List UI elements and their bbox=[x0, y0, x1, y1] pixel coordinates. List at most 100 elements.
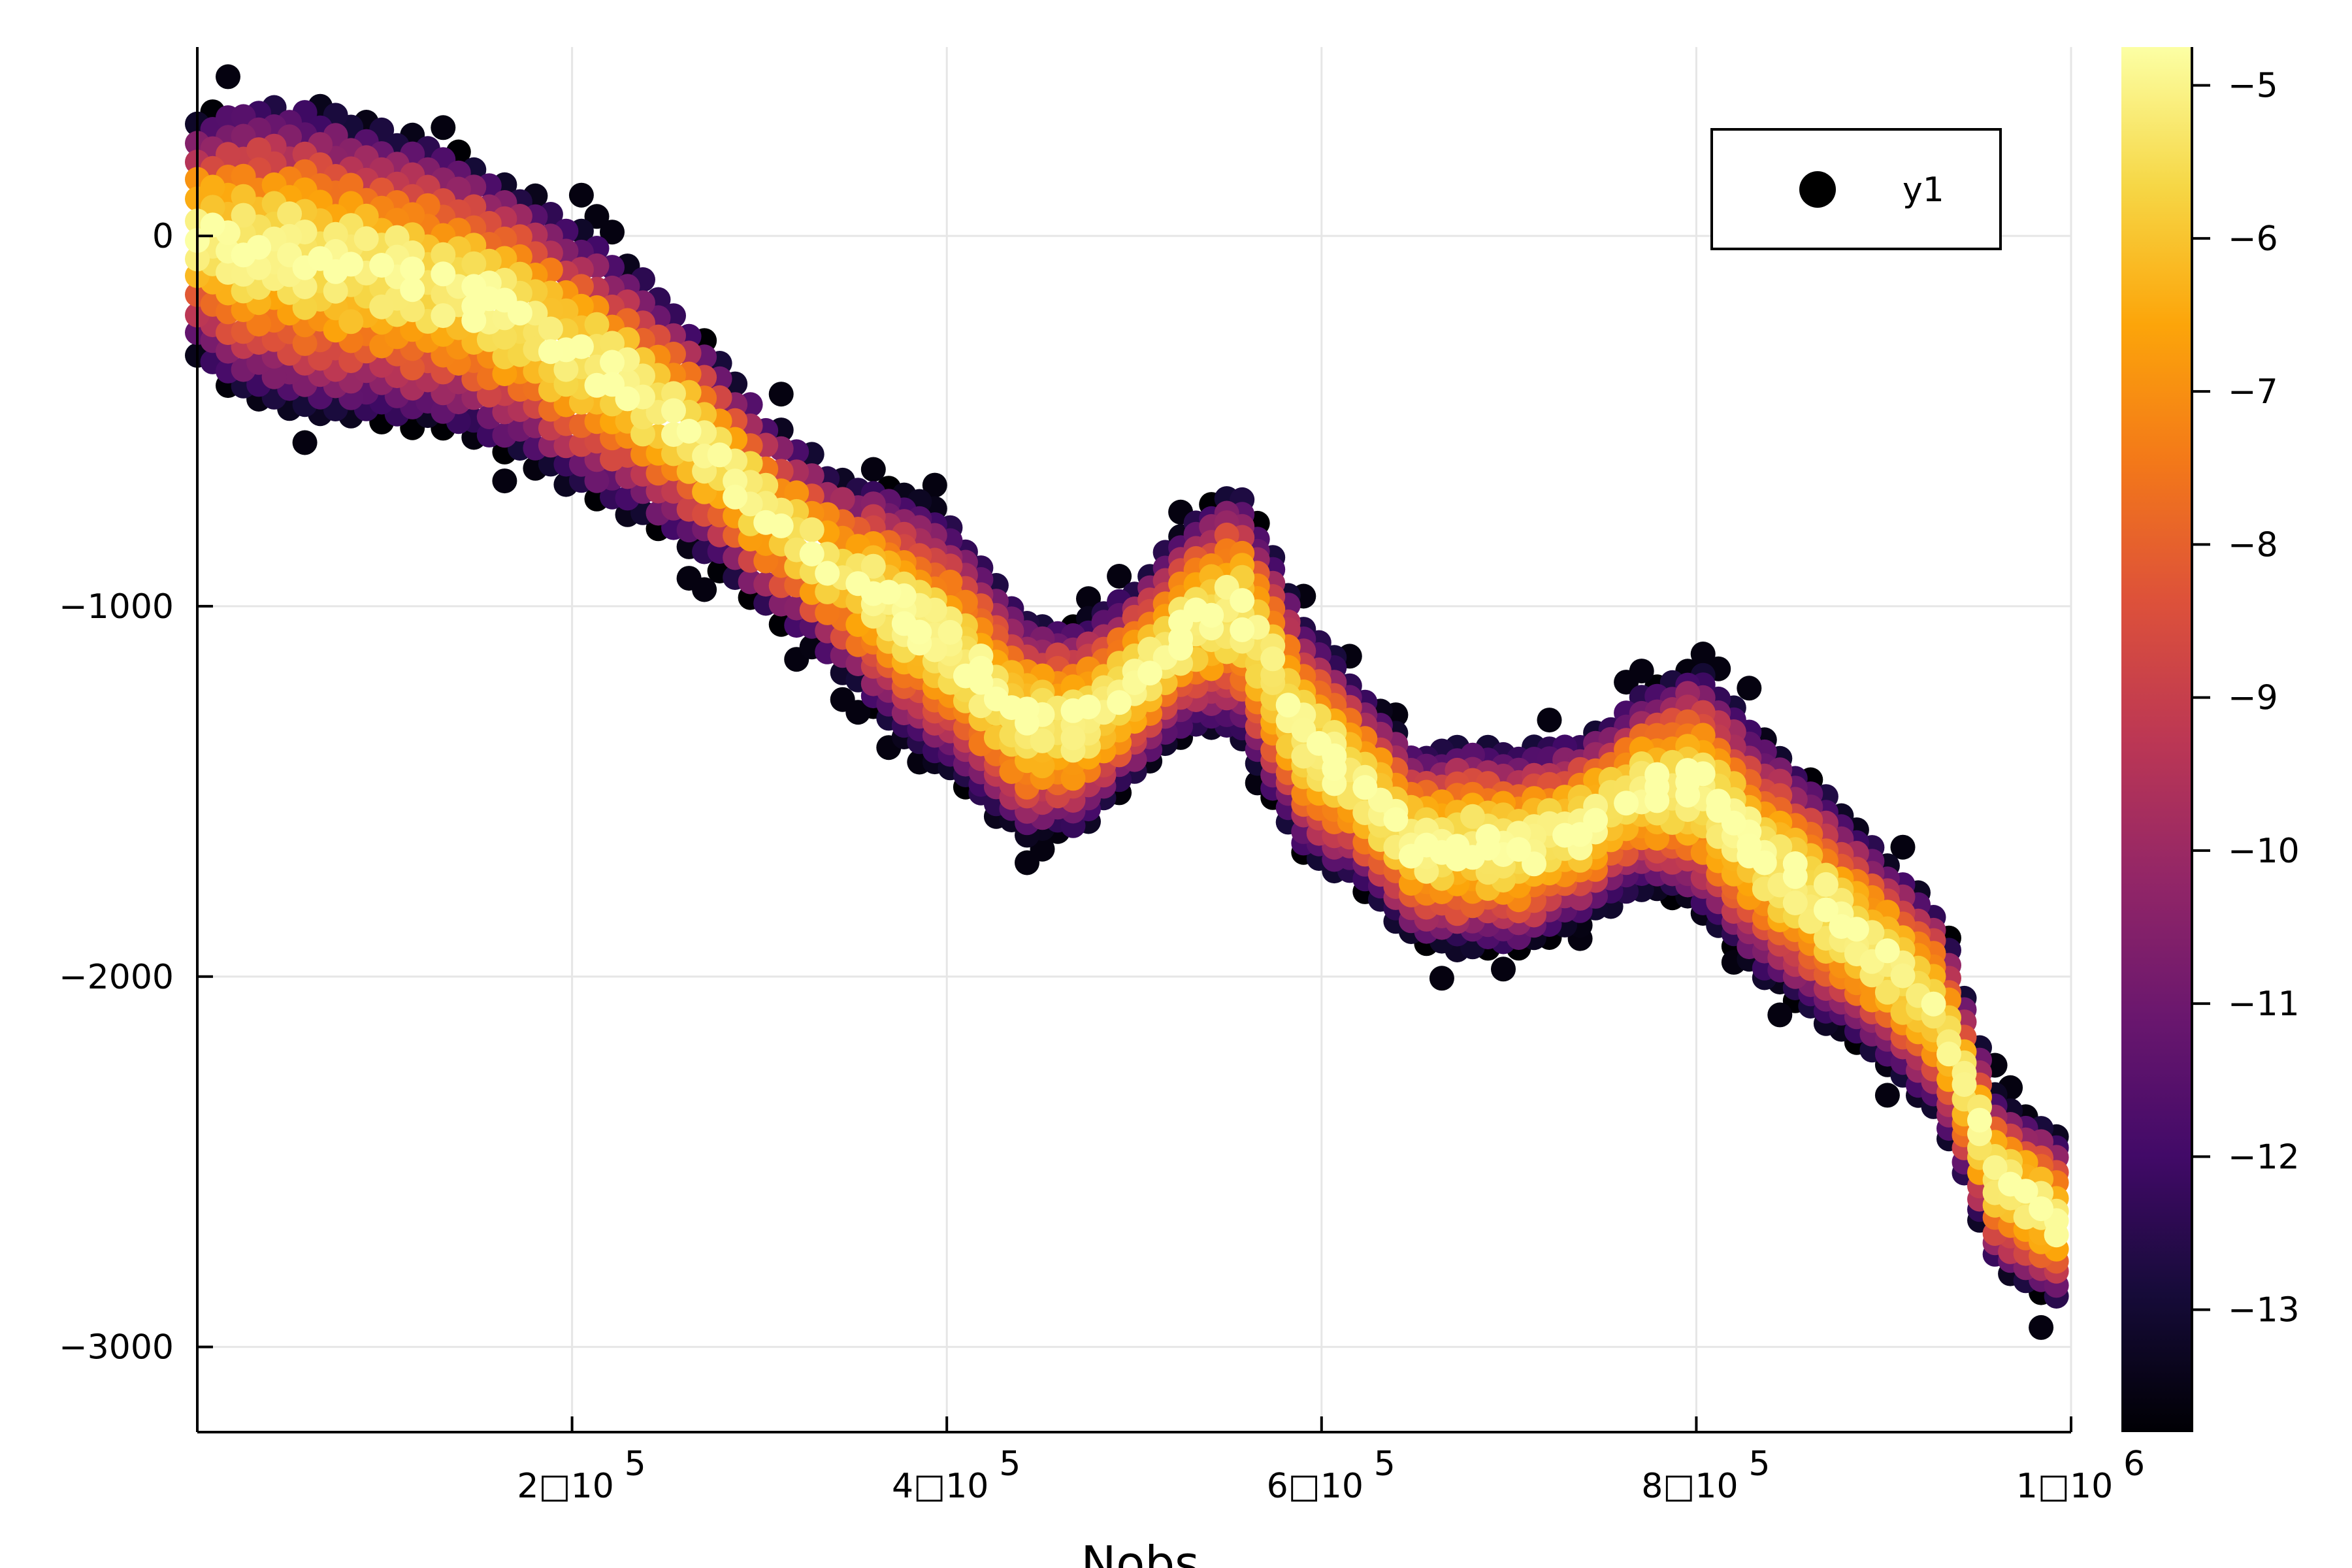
scatter-point bbox=[1322, 743, 1347, 768]
scatter-point bbox=[1475, 824, 1501, 849]
scatter-point bbox=[1782, 851, 1808, 876]
x-tick-exponent: 5 bbox=[1374, 1445, 1396, 1484]
scatter-point bbox=[1107, 690, 1132, 715]
scatter-point bbox=[584, 204, 610, 229]
legend: y1 bbox=[1710, 128, 2002, 250]
colorbar-tick-label: −5 bbox=[2228, 67, 2278, 106]
scatter-point bbox=[1137, 661, 1163, 686]
scatter-point bbox=[1874, 938, 1900, 964]
x-tick-label: 4□10 bbox=[892, 1467, 988, 1506]
scatter-point bbox=[553, 357, 579, 382]
scatter-point bbox=[431, 261, 456, 287]
scatter-point bbox=[246, 235, 272, 260]
scatter-point bbox=[600, 331, 625, 356]
scatter-point bbox=[1737, 833, 1762, 858]
scatter-point bbox=[1967, 1107, 1992, 1133]
x-tick-exponent: 6 bbox=[2123, 1445, 2145, 1484]
x-tick-label: 6□10 bbox=[1267, 1467, 1364, 1506]
scatter-point bbox=[799, 517, 825, 542]
x-tick-label: 8□10 bbox=[1641, 1467, 1738, 1506]
legend-marker bbox=[1799, 171, 1836, 208]
x-tick-exponent: 5 bbox=[999, 1445, 1021, 1484]
scatter-point bbox=[492, 468, 517, 494]
y-tick-label: −3000 bbox=[59, 1328, 174, 1367]
scatter-point bbox=[723, 484, 748, 510]
scatter-point bbox=[1890, 834, 1916, 860]
scatter-point bbox=[584, 312, 610, 337]
scatter-point bbox=[630, 421, 655, 447]
scatter-point bbox=[1982, 1155, 2008, 1181]
scatter-point bbox=[1076, 694, 1101, 720]
scatter-point bbox=[400, 256, 425, 282]
x-tick-exponent: 5 bbox=[625, 1445, 646, 1484]
colorbar-gradient bbox=[2121, 47, 2192, 1432]
scatter-point bbox=[200, 212, 225, 238]
scatter-point bbox=[661, 398, 686, 423]
scatter-point bbox=[1275, 693, 1301, 718]
colorbar-tick-label: −7 bbox=[2228, 372, 2278, 412]
scatter-point bbox=[476, 382, 502, 408]
scatter-point bbox=[369, 253, 395, 278]
scatter-point bbox=[1644, 762, 1670, 787]
scatter-point bbox=[584, 468, 610, 493]
scatter-point bbox=[692, 577, 717, 602]
scatter-point bbox=[538, 316, 563, 342]
scatter-point bbox=[860, 553, 886, 579]
scatter-point bbox=[1690, 761, 1716, 787]
scatter-point bbox=[1537, 708, 1562, 733]
scatter-point bbox=[907, 619, 932, 645]
scatter-point bbox=[615, 386, 640, 412]
scatter-point bbox=[768, 513, 794, 538]
scatter-point bbox=[860, 457, 886, 482]
scatter-point bbox=[1921, 991, 1946, 1017]
x-tick-label: 1□10 bbox=[2016, 1467, 2113, 1506]
scatter-point bbox=[1199, 602, 1224, 628]
scatter-point bbox=[676, 419, 702, 444]
scatter-point bbox=[1614, 791, 1639, 816]
scatter-point bbox=[431, 303, 456, 329]
x-axis-ticks: 2□10 5 4□10 5 6□10 5 8□10 5 1□10 6 bbox=[517, 1416, 2145, 1506]
x-axis-title: Nobs bbox=[1081, 1536, 1199, 1568]
scatter-point bbox=[277, 201, 302, 227]
scatter-point bbox=[600, 350, 625, 375]
scatter-point bbox=[784, 480, 809, 506]
scatter-point bbox=[246, 137, 272, 163]
scatter-point bbox=[338, 252, 364, 277]
y-tick-label: −2000 bbox=[59, 958, 174, 997]
scatter-point bbox=[1107, 564, 1132, 589]
x-tick-label: 2□10 bbox=[517, 1467, 613, 1506]
y-tick-label: −1000 bbox=[59, 587, 174, 627]
scatter-point bbox=[1460, 804, 1485, 829]
y-axis-ticks: 0 −1000 −2000 −3000 bbox=[59, 217, 213, 1367]
scatter-point bbox=[1936, 1041, 1961, 1067]
scatter-point bbox=[384, 225, 410, 250]
scatter-point bbox=[200, 174, 225, 200]
scatter-point bbox=[600, 446, 625, 472]
scatter-point bbox=[568, 182, 594, 208]
scatter-point bbox=[1352, 775, 1378, 800]
scatter-point bbox=[338, 309, 364, 335]
scatter-point bbox=[1583, 808, 1609, 833]
scatter-point bbox=[815, 561, 840, 586]
colorbar-tick-label: −9 bbox=[2228, 679, 2278, 718]
scatter-point bbox=[292, 331, 318, 356]
scatter-point bbox=[568, 334, 594, 359]
scatter-point bbox=[922, 472, 947, 498]
scatter-point bbox=[1230, 588, 1255, 613]
scatter-point bbox=[1767, 1002, 1793, 1028]
scatter-point bbox=[369, 294, 395, 319]
scatter-point bbox=[1491, 956, 1516, 982]
scatter-point bbox=[1429, 966, 1454, 991]
scatter-point bbox=[830, 487, 855, 512]
scatter-point bbox=[799, 542, 825, 566]
colorbar-tick-label: −13 bbox=[2228, 1291, 2300, 1330]
scatter-point bbox=[1230, 617, 1255, 642]
scatter-point bbox=[431, 242, 456, 267]
scatter-point bbox=[876, 580, 902, 605]
scatter-point bbox=[1690, 642, 1716, 666]
scatter-point bbox=[1060, 725, 1086, 751]
scatter-point bbox=[1813, 897, 1838, 923]
scatter-point bbox=[815, 600, 840, 625]
scatter-point bbox=[1874, 979, 1900, 1005]
